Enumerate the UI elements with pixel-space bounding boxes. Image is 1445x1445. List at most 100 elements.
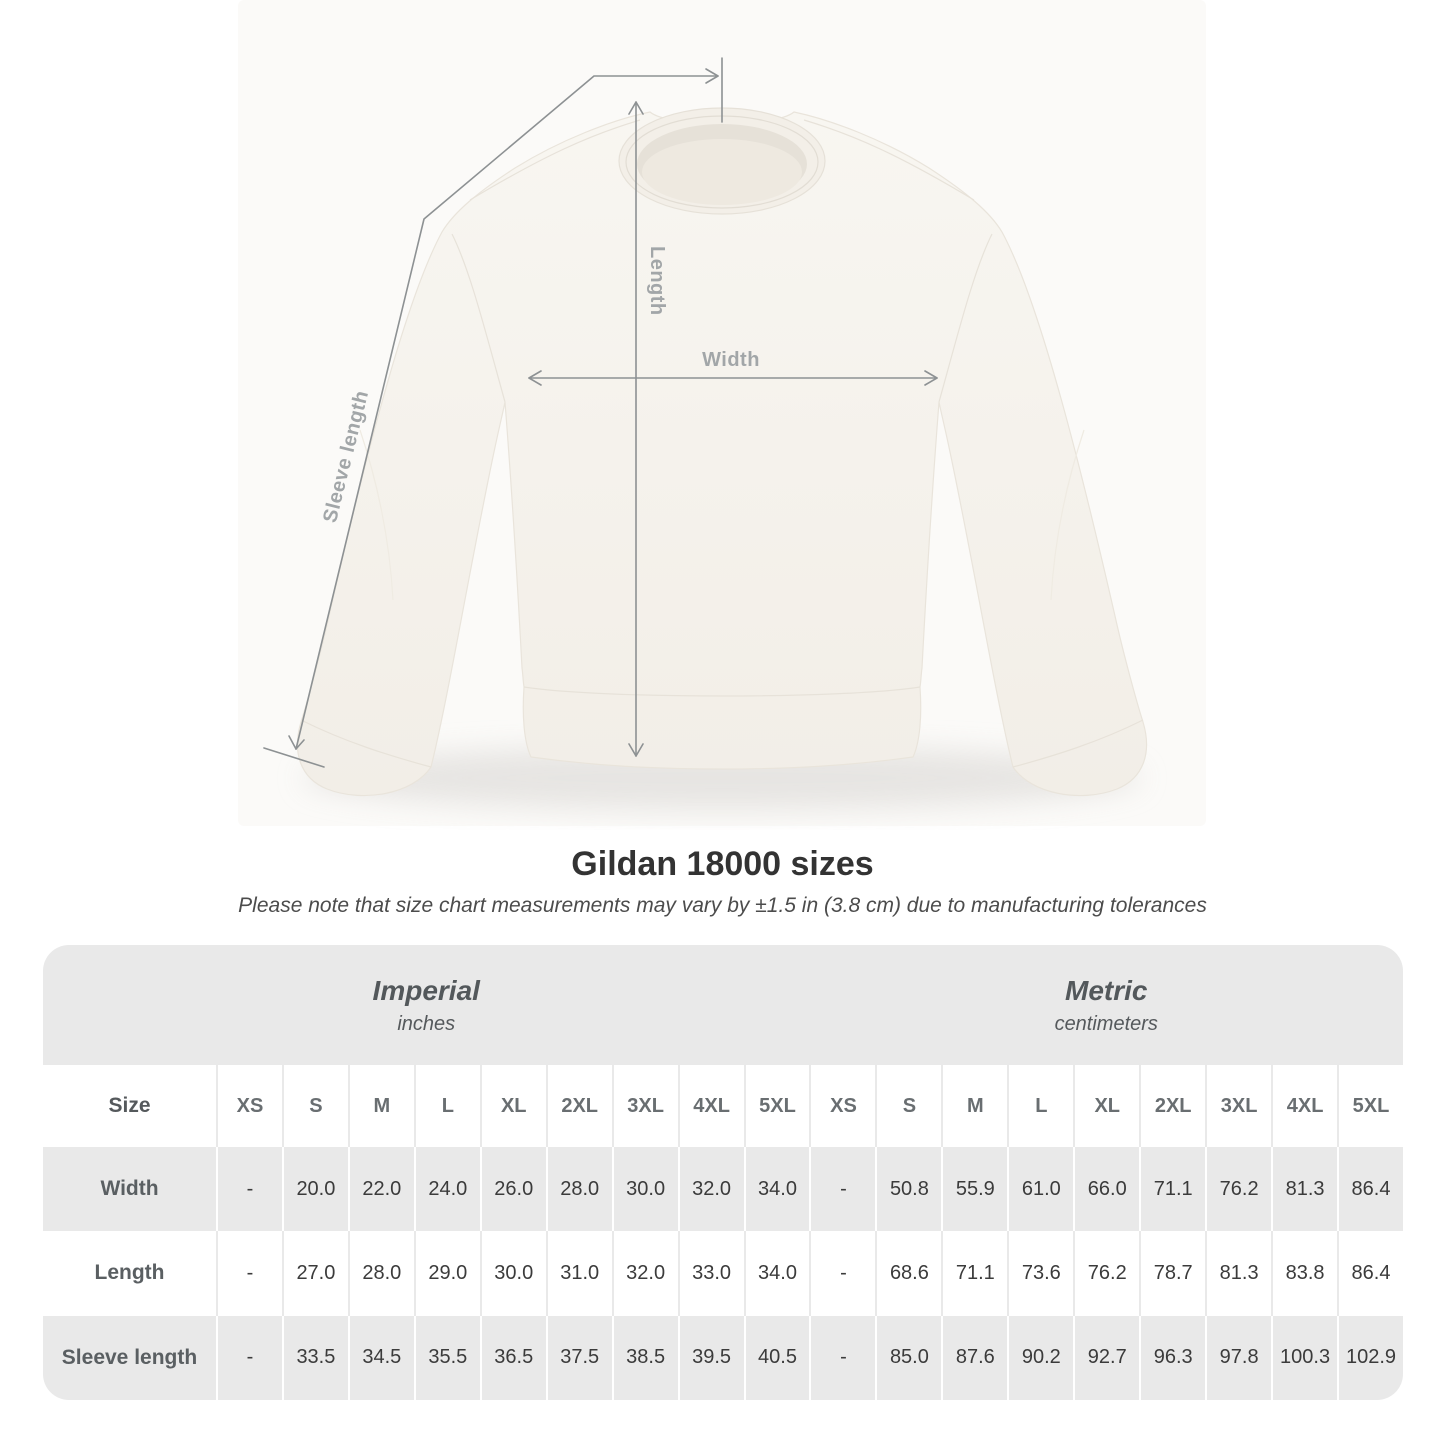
imperial-value-cell: -	[216, 1315, 282, 1400]
size-header-metric: L	[1007, 1065, 1073, 1147]
metric-value-cell: 71.1	[1139, 1147, 1205, 1232]
row-label: Length	[94, 1261, 165, 1285]
imperial-value-cell: 29.0	[413, 1231, 480, 1316]
measurement-row: Sleeve length -33.5 34.5 35.5 36.5 37.5 38.5 39…	[43, 1315, 1403, 1400]
size-header-imperial: 2XL	[545, 1065, 612, 1147]
imperial-unit: inches	[397, 1012, 456, 1035]
metric-value-cell: 76.2	[1205, 1147, 1271, 1232]
size-column-header: Size	[108, 1094, 151, 1117]
imperial-value-cell: 26.0	[479, 1147, 546, 1232]
metric-value-cell: 102.9	[1337, 1315, 1403, 1400]
imperial-value-cell: 32.0	[677, 1147, 744, 1232]
imperial-unit-group: Imperial inches	[43, 945, 810, 1065]
size-header-metric: S	[875, 1065, 941, 1147]
size-header-imperial: 4XL	[677, 1065, 744, 1147]
metric-value-cell: 86.4	[1337, 1147, 1403, 1232]
metric-value-cell: 96.3	[1139, 1315, 1205, 1400]
metric-value-cell: 76.2	[1073, 1231, 1139, 1316]
size-header-metric: 4XL	[1271, 1065, 1337, 1147]
metric-value-cell: 55.9	[941, 1147, 1007, 1232]
imperial-value-cell: 34.0	[743, 1147, 810, 1232]
size-header-row: Size XS S M L XL 2XL 3XL 4XL 5XL XS S M L XL 2XL 3XL 4XL 5…	[43, 1065, 1403, 1147]
sweatshirt-diagram: Length Width Sleeve length	[263, 57, 1148, 810]
imperial-value-cell: -	[216, 1231, 282, 1316]
metric-value-cell: 66.0	[1073, 1147, 1139, 1232]
imperial-value-cell: 33.0	[677, 1231, 744, 1316]
metric-unit-group: Metric centimeters	[810, 945, 1404, 1065]
size-header-imperial: L	[413, 1065, 480, 1147]
imperial-value-cell: 22.0	[347, 1147, 414, 1232]
imperial-value-cell: 38.5	[611, 1315, 678, 1400]
size-header-metric: 2XL	[1139, 1065, 1205, 1147]
measurement-row: Width -20.0 22.0 24.0 26.0 28.0 30.0 32.0 34.0-5…	[43, 1147, 1403, 1232]
metric-value-cell: 78.7	[1139, 1231, 1205, 1316]
length-arrow	[628, 101, 644, 757]
metric-value-cell: -	[809, 1231, 875, 1316]
imperial-value-cell: 30.0	[611, 1147, 678, 1232]
imperial-value-cell: 28.0	[347, 1231, 414, 1316]
imperial-value-cell: 31.0	[545, 1231, 612, 1316]
metric-value-cell: 87.6	[941, 1315, 1007, 1400]
garment-shadow	[302, 746, 1142, 810]
size-header-imperial: 3XL	[611, 1065, 678, 1147]
imperial-value-cell: 34.0	[743, 1231, 810, 1316]
metric-value-cell: 86.4	[1337, 1231, 1403, 1316]
metric-value-cell: -	[809, 1147, 875, 1232]
size-header-metric: XL	[1073, 1065, 1139, 1147]
imperial-value-cell: 35.5	[413, 1315, 480, 1400]
metric-value-cell: 100.3	[1271, 1315, 1337, 1400]
imperial-value-cell: 37.5	[545, 1315, 612, 1400]
imperial-value-cell: 20.0	[281, 1147, 348, 1232]
imperial-value-cell: 34.5	[347, 1315, 414, 1400]
size-header-imperial: 5XL	[743, 1065, 810, 1147]
imperial-value-cell: 24.0	[413, 1147, 480, 1232]
size-header-metric: 3XL	[1205, 1065, 1271, 1147]
cuff-tick	[263, 747, 325, 768]
size-header-metric: M	[941, 1065, 1007, 1147]
size-header-metric: XS	[809, 1065, 875, 1147]
product-photo: Length Width Sleeve length	[263, 57, 1148, 810]
metric-value-cell: 92.7	[1073, 1315, 1139, 1400]
size-header-metric: 5XL	[1337, 1065, 1403, 1147]
size-table: Imperial inches Metric centimeters Size X…	[43, 945, 1403, 1400]
imperial-value-cell: 30.0	[479, 1231, 546, 1316]
size-header-imperial: M	[347, 1065, 414, 1147]
imperial-value-cell: 33.5	[281, 1315, 348, 1400]
imperial-value-cell: 28.0	[545, 1147, 612, 1232]
sweatshirt-graphic	[296, 107, 1148, 797]
metric-value-cell: 61.0	[1007, 1147, 1073, 1232]
metric-value-cell: 81.3	[1205, 1231, 1271, 1316]
row-label: Width	[100, 1177, 159, 1201]
metric-value-cell: 73.6	[1007, 1231, 1073, 1316]
imperial-value-cell: 39.5	[677, 1315, 744, 1400]
size-header-imperial: XL	[479, 1065, 546, 1147]
length-label: Length	[646, 246, 668, 316]
metric-value-cell: 97.8	[1205, 1315, 1271, 1400]
metric-value-cell: 85.0	[875, 1315, 941, 1400]
metric-title: Metric	[1065, 974, 1148, 1006]
metric-value-cell: 90.2	[1007, 1315, 1073, 1400]
tolerance-note: Please note that size chart measurements…	[238, 894, 1207, 917]
imperial-value-cell: 32.0	[611, 1231, 678, 1316]
row-label: Sleeve length	[61, 1345, 198, 1369]
size-header-imperial: S	[281, 1065, 348, 1147]
metric-value-cell: -	[809, 1315, 875, 1400]
metric-unit: centimeters	[1054, 1012, 1158, 1035]
metric-value-cell: 71.1	[941, 1231, 1007, 1316]
sleeve-length-arrow	[263, 57, 723, 768]
page-title: Gildan 18000 sizes	[571, 845, 874, 883]
imperial-title: Imperial	[372, 974, 480, 1006]
imperial-value-cell: 27.0	[281, 1231, 348, 1316]
imperial-value-cell: 40.5	[743, 1315, 810, 1400]
width-arrow	[528, 370, 938, 386]
metric-value-cell: 50.8	[875, 1147, 941, 1232]
metric-value-cell: 83.8	[1271, 1231, 1337, 1316]
measurement-row: Length -27.0 28.0 29.0 30.0 31.0 32.0 33.0 34.0-…	[43, 1231, 1403, 1316]
imperial-value-cell: 36.5	[479, 1315, 546, 1400]
size-header-imperial: XS	[216, 1065, 282, 1147]
metric-value-cell: 81.3	[1271, 1147, 1337, 1232]
width-label: Width	[702, 349, 760, 371]
units-band: Imperial inches Metric centimeters	[43, 945, 1403, 1065]
imperial-value-cell: -	[216, 1147, 282, 1232]
metric-value-cell: 68.6	[875, 1231, 941, 1316]
